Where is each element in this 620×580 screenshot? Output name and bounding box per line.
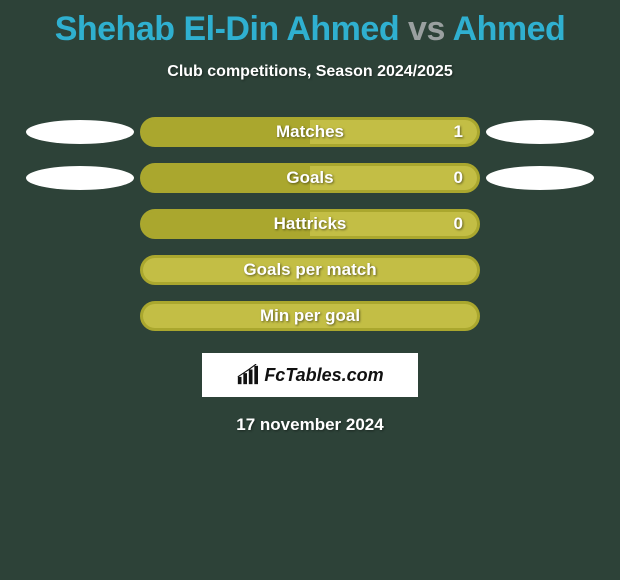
stat-value: 1 bbox=[454, 120, 463, 144]
ellipse-right bbox=[486, 166, 594, 190]
subtitle: Club competitions, Season 2024/2025 bbox=[0, 63, 620, 81]
stat-label: Matches bbox=[143, 120, 477, 144]
stat-label: Goals per match bbox=[143, 258, 477, 282]
right-side bbox=[480, 120, 600, 144]
page-title: Shehab El-Din Ahmed vs Ahmed bbox=[0, 0, 620, 49]
left-side bbox=[20, 166, 140, 190]
stat-label: Min per goal bbox=[143, 304, 477, 328]
right-side bbox=[480, 166, 600, 190]
stat-rows: Matches1Goals0Hattricks0Goals per matchM… bbox=[0, 117, 620, 331]
branding-badge: FcTables.com bbox=[202, 353, 418, 397]
stat-label: Hattricks bbox=[143, 212, 477, 236]
stat-label: Goals bbox=[143, 166, 477, 190]
date-label: 17 november 2024 bbox=[0, 415, 620, 435]
ellipse-left bbox=[26, 120, 134, 144]
stat-row: Goals0 bbox=[0, 163, 620, 193]
stat-value: 0 bbox=[454, 166, 463, 190]
stat-bar: Hattricks0 bbox=[140, 209, 480, 239]
stat-value: 0 bbox=[454, 212, 463, 236]
stat-row: Hattricks0 bbox=[0, 209, 620, 239]
branding-text: FcTables.com bbox=[264, 365, 383, 386]
stat-bar: Goals0 bbox=[140, 163, 480, 193]
title-player1: Shehab El-Din Ahmed bbox=[55, 10, 399, 48]
ellipse-right bbox=[486, 120, 594, 144]
stat-bar: Goals per match bbox=[140, 255, 480, 285]
title-player2: Ahmed bbox=[453, 10, 566, 48]
stat-bar: Min per goal bbox=[140, 301, 480, 331]
stat-row: Goals per match bbox=[0, 255, 620, 285]
left-side bbox=[20, 120, 140, 144]
bar-chart-icon bbox=[236, 364, 258, 386]
title-vs: vs bbox=[408, 10, 445, 48]
ellipse-left bbox=[26, 166, 134, 190]
stat-row: Matches1 bbox=[0, 117, 620, 147]
stat-bar: Matches1 bbox=[140, 117, 480, 147]
stat-row: Min per goal bbox=[0, 301, 620, 331]
